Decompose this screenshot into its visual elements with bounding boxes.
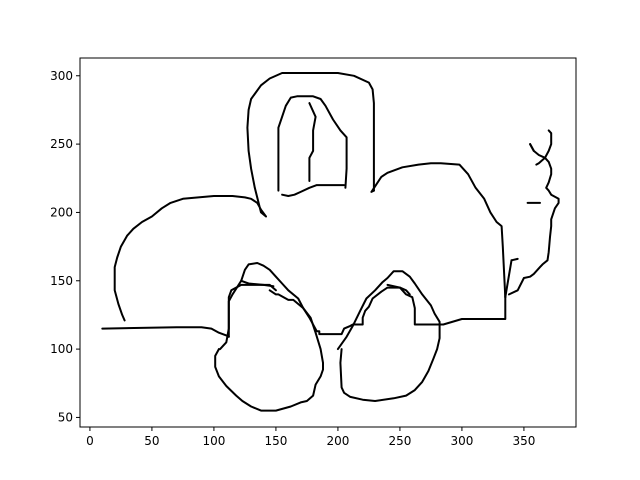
stroke-line-13 xyxy=(308,102,317,182)
stroke-line-5 xyxy=(535,129,553,166)
x-tick-label: 50 xyxy=(144,434,159,448)
stroke-line-10 xyxy=(113,72,375,322)
plot-area xyxy=(79,57,577,428)
stroke-line-0 xyxy=(101,326,230,338)
x-tick-label: 350 xyxy=(512,434,535,448)
x-tick-label: 0 xyxy=(86,434,94,448)
x-tick-label: 250 xyxy=(388,434,411,448)
stroke-line-17 xyxy=(240,279,275,288)
stroke-line-3 xyxy=(508,143,560,296)
stroke-line-8 xyxy=(504,259,513,299)
stroke-line-11 xyxy=(277,95,348,192)
stroke-line-15 xyxy=(336,270,441,402)
x-tick-label: 200 xyxy=(326,434,349,448)
y-tick-label: 300 xyxy=(50,69,73,83)
stroke-line-14 xyxy=(214,262,324,412)
x-tick-label: 300 xyxy=(450,434,473,448)
x-axis-ticks: 0 50 100 150 200 250 300 350 xyxy=(86,427,535,448)
y-tick-label: 200 xyxy=(50,205,73,219)
x-tick-label: 100 xyxy=(202,434,225,448)
drawing-lines xyxy=(101,72,560,412)
x-tick-label: 150 xyxy=(264,434,287,448)
y-tick-label: 50 xyxy=(58,410,73,424)
y-axis-ticks: 50 100 150 200 250 300 xyxy=(50,69,80,424)
y-tick-label: 100 xyxy=(50,342,73,356)
y-tick-label: 250 xyxy=(50,137,73,151)
stroke-line-4 xyxy=(529,143,535,152)
stroke-line-16 xyxy=(386,283,411,296)
y-tick-label: 150 xyxy=(50,274,73,288)
stroke-line-12 xyxy=(281,184,346,197)
stroke-line-7 xyxy=(510,257,519,262)
stroke-line-9 xyxy=(370,162,507,299)
